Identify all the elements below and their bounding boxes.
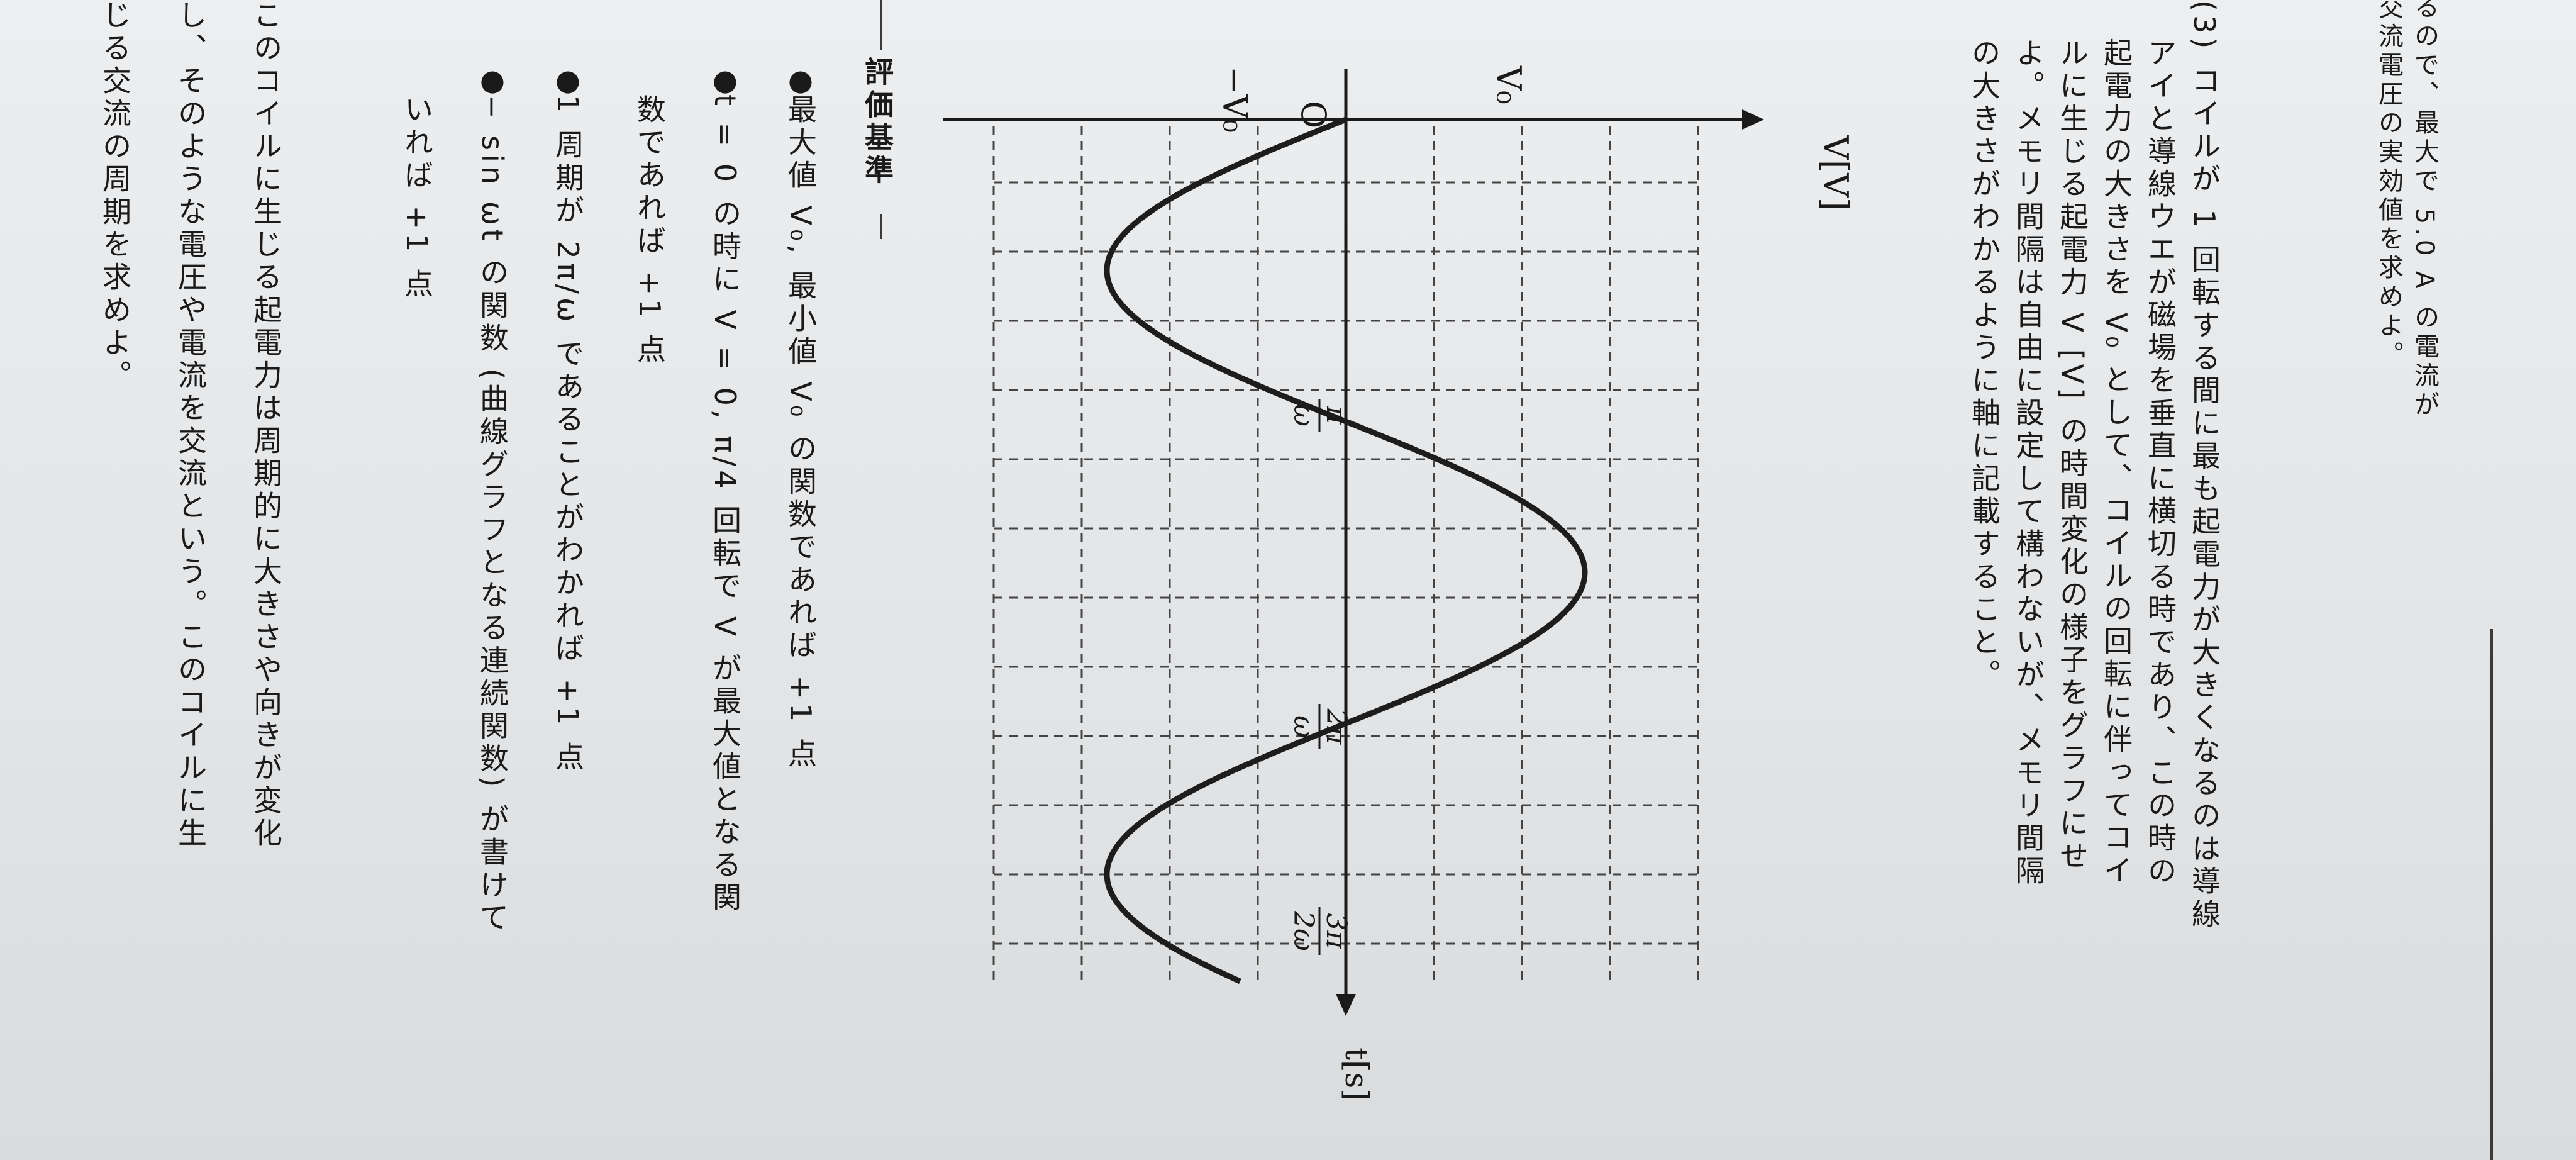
tick-label: 2π ω (1287, 704, 1352, 749)
vmin-label: −V₀ (1215, 66, 1255, 133)
origin-label: O (1294, 101, 1333, 128)
column-divider (2490, 629, 2493, 1160)
tick-label: 3π 2ω (1287, 907, 1352, 955)
criteria-rule (880, 214, 882, 239)
question-line: の大きさがわかるように軸に記載すること。 (1967, 38, 2001, 692)
bullet: ● (708, 63, 742, 101)
next-question-line: し、そのような電圧や電流を交流という。このコイルに生 (174, 0, 208, 850)
svg-text:3π: 3π (1320, 913, 1352, 950)
criteria-text: 最大値 V₀, 最小値 V₀ の関数であれば +1 点 (784, 94, 818, 771)
criteria-text: 1 周期が 2π/ω であることがわかれば +1 点 (551, 94, 585, 775)
criteria-text: いれば +1 点 (400, 94, 434, 302)
svg-text:2ω: 2ω (1287, 910, 1319, 951)
question-line: よ。メモリ間隔は自由に設定して構わないが、メモリ間隔 (2011, 38, 2045, 888)
prev-question-text: 交流電圧の実効値を求めよ。 (2374, 0, 2403, 370)
svg-text:ω: ω (1287, 404, 1319, 427)
bullet: ● (551, 63, 585, 101)
question-line: 起電力の大きさを V₀ として、コイルの回転に伴ってコイ (2099, 38, 2133, 888)
t-axis-arrow (1336, 994, 1356, 1016)
x-axis-label: t[s] (1338, 1047, 1375, 1101)
criteria-rule (880, 0, 882, 50)
svg-text:π: π (1320, 406, 1352, 425)
next-question-line: じる交流の周期を求めよ。 (98, 0, 132, 393)
criteria-text: − sin ωt の関数 (曲線グラフとなる連続関数) が書けて (475, 94, 509, 935)
svg-text:ω: ω (1287, 715, 1319, 738)
bullet: ● (784, 63, 818, 101)
svg-text:2π: 2π (1320, 708, 1352, 745)
question-line: ルに生じる起電力 V [V] の時間変化の様子をグラフにせ (2055, 38, 2089, 874)
next-question-line: このコイルに生じる起電力は周期的に大きさや向きが変化 (249, 0, 283, 850)
vmax-label: V₀ (1489, 65, 1528, 104)
prev-question-text: るので、最大で 5.0 A の電流が (2410, 0, 2439, 420)
v-axis-arrow (1742, 109, 1764, 130)
y-axis-label: V[V] (1816, 135, 1855, 211)
criteria-text: t = 0 の時に V = 0, π/4 回転で V が最大値となる関 (708, 94, 742, 915)
bullet: ● (475, 63, 509, 101)
criteria-text: 数であれば +1 点 (633, 94, 667, 367)
question-line: (3) コイルが 1 回転する間に最も起電力が大きくなるのは導線 (2187, 0, 2221, 932)
criteria-heading: 評価基準 (860, 57, 894, 187)
tick-label: π ω (1287, 399, 1352, 432)
question-line: アイと導線ウエが磁場を垂直に横切る時であり、この時の (2143, 38, 2177, 888)
voltage-curve (1104, 116, 1588, 984)
